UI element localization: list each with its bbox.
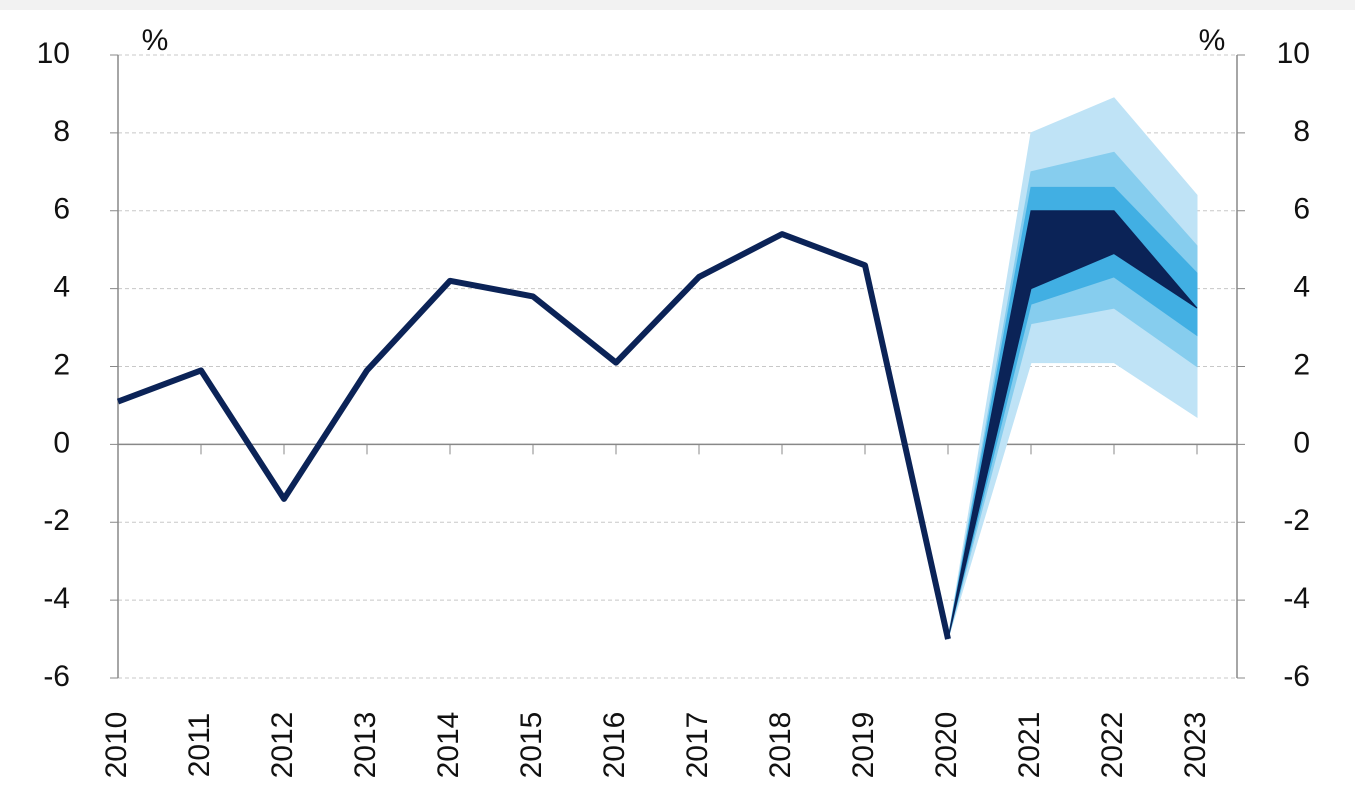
x-tick-label: 2011 bbox=[183, 713, 216, 778]
x-tick-label: 2022 bbox=[1096, 712, 1129, 779]
y2-tick-label: 0 bbox=[1293, 426, 1310, 459]
y-tick-label: 4 bbox=[53, 271, 70, 304]
x-tick-label: 2015 bbox=[515, 712, 548, 779]
x-tick-label: 2023 bbox=[1179, 712, 1212, 779]
y-tick-label: 10 bbox=[37, 37, 70, 70]
x-tick-label: 2020 bbox=[930, 712, 963, 779]
y2-tick-label: 2 bbox=[1293, 348, 1310, 381]
y2-tick-label: -6 bbox=[1283, 660, 1310, 693]
y2-tick-label: 10 bbox=[1277, 37, 1310, 70]
x-tick-label: 2016 bbox=[598, 712, 631, 779]
y2-axis-label: % bbox=[1199, 24, 1226, 57]
x-tick-label: 2013 bbox=[349, 712, 382, 779]
y-tick-label: -2 bbox=[43, 504, 70, 537]
x-tick-label: 2012 bbox=[266, 712, 299, 779]
x-tick-label: 2017 bbox=[681, 712, 714, 779]
x-tick-label: 2019 bbox=[847, 712, 880, 779]
x-tick-label: 2010 bbox=[100, 712, 133, 779]
y-axis-label: % bbox=[142, 24, 169, 57]
y-tick-label: -6 bbox=[43, 660, 70, 693]
x-tick-label: 2021 bbox=[1013, 712, 1046, 779]
x-tick-label: 2014 bbox=[432, 712, 465, 779]
y-tick-label: 8 bbox=[53, 115, 70, 148]
y-tick-label: 2 bbox=[53, 348, 70, 381]
y-tick-label: -4 bbox=[43, 582, 70, 615]
y-tick-label: 6 bbox=[53, 193, 70, 226]
y2-tick-label: 6 bbox=[1293, 193, 1310, 226]
y2-tick-label: 8 bbox=[1293, 115, 1310, 148]
y-tick-label: 0 bbox=[53, 426, 70, 459]
y2-tick-label: -4 bbox=[1283, 582, 1310, 615]
y2-tick-label: -2 bbox=[1283, 504, 1310, 537]
y2-tick-label: 4 bbox=[1293, 271, 1310, 304]
x-tick-label: 2018 bbox=[764, 712, 797, 779]
line bbox=[116, 231, 951, 640]
forecast-band bbox=[947, 210, 1198, 640]
top-strip bbox=[0, 0, 1355, 10]
